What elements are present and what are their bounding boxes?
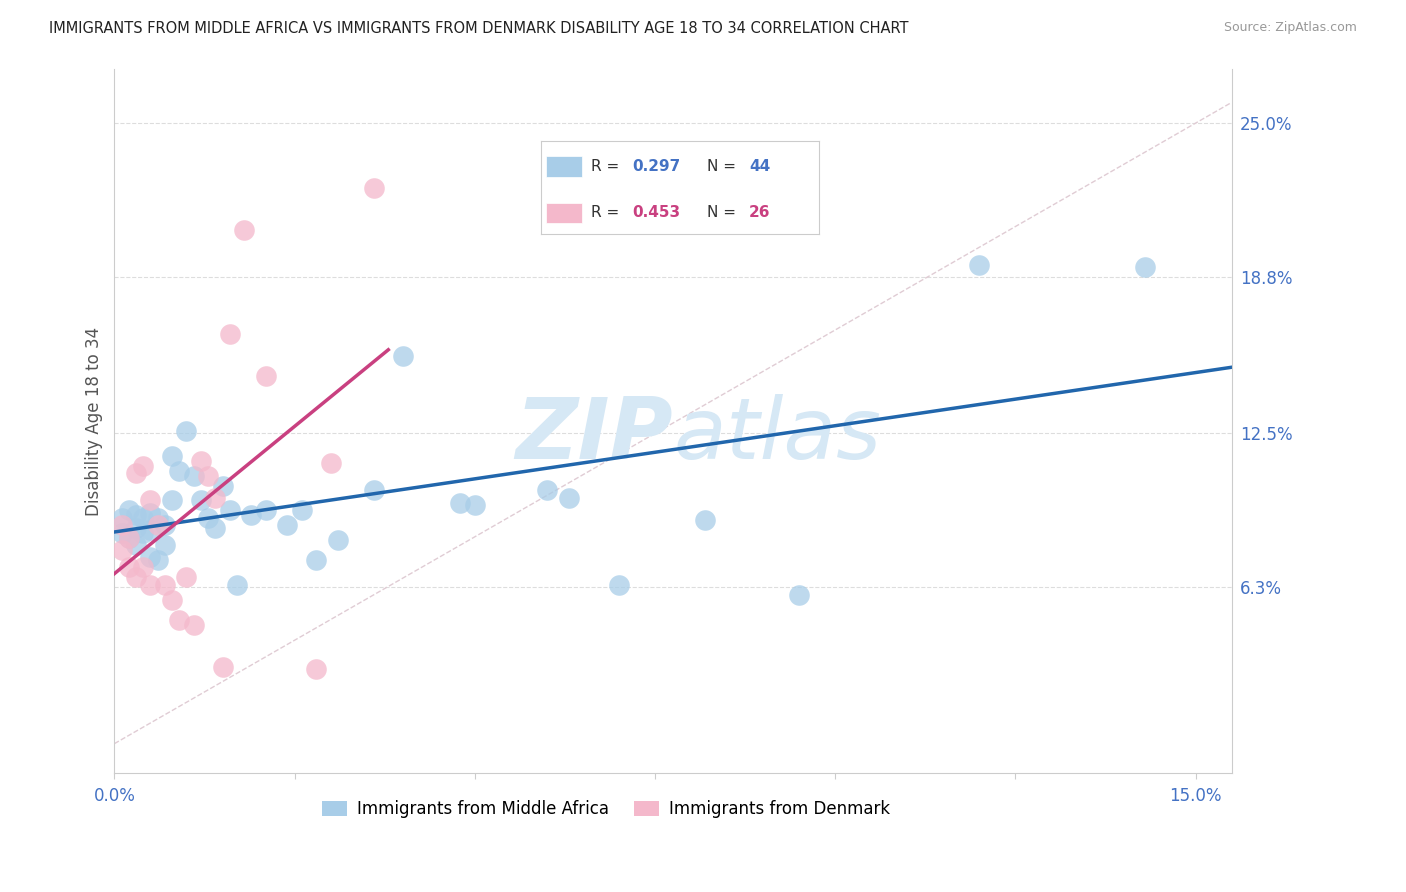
Point xyxy=(110,543,132,558)
Text: N =: N = xyxy=(707,205,741,220)
Point xyxy=(146,553,169,567)
Point xyxy=(197,510,219,524)
Point xyxy=(139,578,162,592)
Point xyxy=(276,518,298,533)
Point xyxy=(226,578,249,592)
Point xyxy=(326,533,349,548)
Point xyxy=(363,180,385,194)
Point xyxy=(125,466,148,480)
Text: 44: 44 xyxy=(749,159,770,174)
Text: 0.297: 0.297 xyxy=(633,159,681,174)
Point xyxy=(176,570,198,584)
Point xyxy=(139,493,162,508)
Point xyxy=(183,617,205,632)
Point xyxy=(197,468,219,483)
Text: R =: R = xyxy=(591,205,624,220)
Point xyxy=(218,503,240,517)
Point xyxy=(118,531,141,545)
Point xyxy=(449,496,471,510)
Point xyxy=(305,553,328,567)
Point xyxy=(146,518,169,533)
Point xyxy=(607,578,630,592)
Point xyxy=(557,491,579,505)
Point xyxy=(183,468,205,483)
Point xyxy=(160,449,183,463)
Point xyxy=(204,521,226,535)
Text: N =: N = xyxy=(707,159,741,174)
Point xyxy=(969,258,991,272)
Point xyxy=(132,560,155,574)
Point xyxy=(169,464,191,478)
Point xyxy=(139,550,162,565)
Point xyxy=(464,499,486,513)
Point xyxy=(363,483,385,498)
Point xyxy=(319,456,342,470)
Point xyxy=(695,513,717,527)
Point xyxy=(139,506,162,520)
Point xyxy=(211,659,233,673)
Point xyxy=(125,508,148,523)
Point xyxy=(132,458,155,473)
Point xyxy=(1133,260,1156,274)
Point xyxy=(153,538,176,552)
Point xyxy=(146,510,169,524)
Point xyxy=(190,453,212,467)
Point xyxy=(125,521,148,535)
Point xyxy=(233,223,256,237)
Point xyxy=(110,518,132,533)
Legend: Immigrants from Middle Africa, Immigrants from Denmark: Immigrants from Middle Africa, Immigrant… xyxy=(315,794,897,825)
Text: ZIP: ZIP xyxy=(516,393,673,476)
Point xyxy=(254,503,277,517)
Bar xyxy=(547,156,582,177)
Text: 26: 26 xyxy=(749,205,770,220)
Point xyxy=(160,592,183,607)
Point xyxy=(240,508,263,523)
Point xyxy=(160,493,183,508)
Point xyxy=(391,350,413,364)
Point xyxy=(218,327,240,342)
Point xyxy=(254,369,277,384)
Point xyxy=(536,483,558,498)
Text: IMMIGRANTS FROM MIDDLE AFRICA VS IMMIGRANTS FROM DENMARK DISABILITY AGE 18 TO 34: IMMIGRANTS FROM MIDDLE AFRICA VS IMMIGRA… xyxy=(49,21,908,36)
Point xyxy=(125,570,148,584)
Point xyxy=(153,578,176,592)
Point xyxy=(118,560,141,574)
Point xyxy=(153,518,176,533)
Point xyxy=(190,493,212,508)
Point xyxy=(125,538,148,552)
Text: R =: R = xyxy=(591,159,624,174)
Point xyxy=(787,588,810,602)
Point xyxy=(211,478,233,492)
Text: 0.453: 0.453 xyxy=(633,205,681,220)
Point xyxy=(305,662,328,676)
Point xyxy=(132,525,155,540)
Y-axis label: Disability Age 18 to 34: Disability Age 18 to 34 xyxy=(86,326,103,516)
Text: Source: ZipAtlas.com: Source: ZipAtlas.com xyxy=(1223,21,1357,34)
Point xyxy=(139,523,162,537)
Point xyxy=(291,503,314,517)
Point xyxy=(132,510,155,524)
Point xyxy=(176,424,198,438)
Bar xyxy=(547,202,582,223)
Point xyxy=(118,503,141,517)
Point xyxy=(110,510,132,524)
Point xyxy=(204,491,226,505)
Point xyxy=(169,613,191,627)
Point xyxy=(110,525,132,540)
Text: atlas: atlas xyxy=(673,393,882,476)
Point xyxy=(118,531,141,545)
